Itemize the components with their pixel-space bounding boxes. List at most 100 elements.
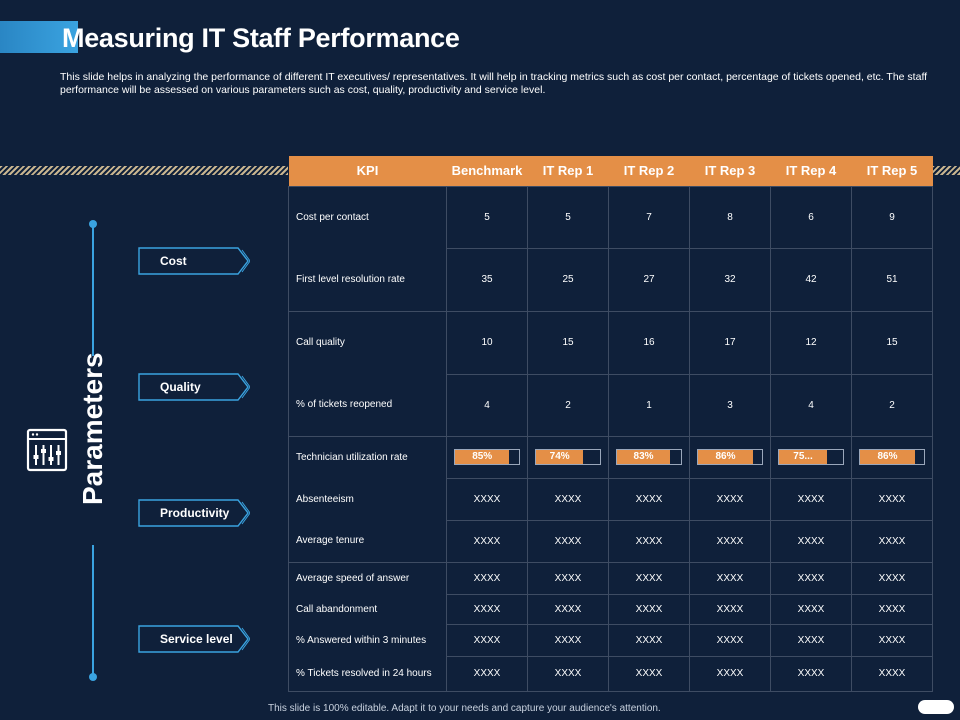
category-tag-productivity: Productivity <box>138 499 250 527</box>
table-cell: XXXX <box>770 519 852 563</box>
table-cell: 15 <box>851 310 933 375</box>
table-row: Absenteeism XXXX XXXX XXXX XXXX XXXX XXX… <box>288 477 933 521</box>
table-cell: 15 <box>527 310 609 375</box>
utilization-bar-fill <box>698 450 754 464</box>
timeline-line-bottom <box>92 545 94 675</box>
table-cell: XXXX <box>446 593 528 625</box>
table-cell: 51 <box>851 247 933 312</box>
page-title: Measuring IT Staff Performance <box>62 23 460 53</box>
kpi-name: % of tickets reopened <box>288 374 447 437</box>
header-benchmark: Benchmark <box>446 156 528 186</box>
table-cell: XXXX <box>851 477 933 521</box>
table-cell: XXXX <box>446 623 528 657</box>
table-row: Call quality 10 15 16 17 12 15 <box>288 310 933 375</box>
utilization-bar-fill <box>455 450 510 464</box>
table-cell: 42 <box>770 247 852 312</box>
utilization-bar: 74% <box>535 449 601 465</box>
table-cell: XXXX <box>527 623 609 657</box>
table-cell: XXXX <box>770 655 852 692</box>
utilization-bar: 86% <box>859 449 925 465</box>
table-cell: 35 <box>446 247 528 312</box>
utilization-bar: 83% <box>616 449 682 465</box>
table-cell: XXXX <box>689 593 771 625</box>
header-it-rep-1: IT Rep 1 <box>527 156 609 186</box>
kpi-name: Technician utilization rate <box>288 435 447 478</box>
table-cell: 3 <box>689 373 771 437</box>
kpi-name: Call abandonment <box>288 594 447 624</box>
table-cell: 5 <box>527 185 609 249</box>
table-cell: 2 <box>851 373 933 437</box>
category-tag-cost: Cost <box>138 247 250 275</box>
table-cell: 6 <box>770 185 852 249</box>
table-header-row: KPI Benchmark IT Rep 1 IT Rep 2 IT Rep 3… <box>288 156 933 186</box>
parameters-label: Parameters <box>77 352 108 505</box>
kpi-name: Call quality <box>288 310 447 374</box>
table-cell: XXXX <box>851 623 933 657</box>
table-cell: XXXX <box>527 561 609 595</box>
category-label-service-level: Service level <box>160 632 233 646</box>
table-cell: XXXX <box>446 519 528 563</box>
table-cell: 86% <box>851 435 933 479</box>
table-row: % Answered within 3 minutes XXXX XXXX XX… <box>288 623 933 657</box>
table-cell: XXXX <box>689 561 771 595</box>
decorative-stripe-left <box>0 166 288 175</box>
table-cell: XXXX <box>851 519 933 563</box>
table-cell: 1 <box>608 373 690 437</box>
table-cell: 4 <box>770 373 852 437</box>
table-cell: XXXX <box>608 519 690 563</box>
table-cell: XXXX <box>689 519 771 563</box>
kpi-name: First level resolution rate <box>288 248 447 312</box>
table-cell: 74% <box>527 435 609 479</box>
table-cell: XXXX <box>770 477 852 521</box>
table-cell: XXXX <box>527 477 609 521</box>
table-cell: XXXX <box>446 561 528 595</box>
table-cell: XXXX <box>527 519 609 563</box>
table-cell: 8 <box>689 185 771 249</box>
category-label-productivity: Productivity <box>160 506 230 520</box>
table-row: Cost per contact 5 5 7 8 6 9 <box>288 185 933 249</box>
table-cell: 10 <box>446 310 528 375</box>
table-cell: 85% <box>446 435 528 479</box>
table-row: % Tickets resolved in 24 hours XXXX XXXX… <box>288 655 933 692</box>
kpi-name: Average tenure <box>288 520 447 563</box>
table-cell: XXXX <box>770 623 852 657</box>
table-cell: XXXX <box>527 593 609 625</box>
table-cell: XXXX <box>851 655 933 692</box>
utilization-bar-label: 74% <box>549 451 570 462</box>
utilization-bar-fill <box>536 450 584 464</box>
utilization-bar-fill <box>617 450 671 464</box>
kpi-table: KPI Benchmark IT Rep 1 IT Rep 2 IT Rep 3… <box>288 156 933 692</box>
header-it-rep-2: IT Rep 2 <box>608 156 690 186</box>
table-cell: 17 <box>689 310 771 375</box>
table-cell: XXXX <box>689 623 771 657</box>
utilization-bar: 85% <box>454 449 520 465</box>
table-cell: XXXX <box>446 655 528 692</box>
table-cell: XXXX <box>446 477 528 521</box>
category-label-cost: Cost <box>160 254 187 268</box>
utilization-bar-fill <box>779 450 827 464</box>
table-cell: 32 <box>689 247 771 312</box>
utilization-bar: 86% <box>697 449 763 465</box>
table-cell: XXXX <box>608 561 690 595</box>
utilization-bar-label: 86% <box>715 451 736 462</box>
header-it-rep-4: IT Rep 4 <box>770 156 852 186</box>
sliders-icon <box>26 428 68 472</box>
header-kpi: KPI <box>288 156 447 186</box>
kpi-name: % Tickets resolved in 24 hours <box>288 656 447 692</box>
utilization-bar: 75... <box>778 449 844 465</box>
kpi-name: Average speed of answer <box>288 561 447 594</box>
table-cell: 25 <box>527 247 609 312</box>
table-cell: 4 <box>446 373 528 437</box>
table-row: Call abandonment XXXX XXXX XXXX XXXX XXX… <box>288 593 933 625</box>
table-row: First level resolution rate 35 25 27 32 … <box>288 247 933 312</box>
table-cell: 2 <box>527 373 609 437</box>
footer-note: This slide is 100% editable. Adapt it to… <box>268 703 661 714</box>
utilization-bar-label: 83% <box>633 451 654 462</box>
table-cell: 9 <box>851 185 933 249</box>
table-cell: XXXX <box>851 593 933 625</box>
table-row: Technician utilization rate 85% 74% 83% … <box>288 435 933 479</box>
utilization-bar-label: 75... <box>793 451 813 462</box>
page-description: This slide helps in analyzing the perfor… <box>60 71 928 96</box>
table-cell: XXXX <box>608 655 690 692</box>
table-cell: 12 <box>770 310 852 375</box>
